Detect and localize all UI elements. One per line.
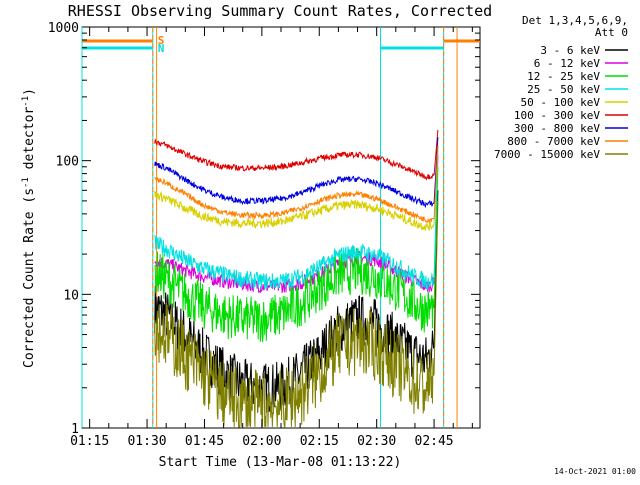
legend-label: 3 - 6 keV xyxy=(540,44,600,57)
footer-date: 14-Oct-2021 01:00 xyxy=(554,467,636,476)
x-axis: 01:15 01:30 01:45 02:00 02:15 02:30 02:45 xyxy=(70,27,473,449)
series-line xyxy=(154,200,439,429)
series-group xyxy=(154,129,439,429)
chart-title: RHESSI Observing Summary Count Rates, Co… xyxy=(68,2,492,20)
y-axis-label: Corrected Count Rate (s-1 detector-1) xyxy=(21,88,37,368)
saa-flag-label: S xyxy=(158,34,165,47)
x-axis-label: Start Time (13-Mar-08 01:13:22) xyxy=(159,455,402,470)
night-flag-label: N xyxy=(158,42,165,55)
y-axis-label-end: ) xyxy=(22,88,37,96)
y-tick-label: 1 xyxy=(71,422,79,437)
legend-header-line-1: Det 1,3,4,5,6,9, xyxy=(522,14,628,27)
x-tick-label: 01:45 xyxy=(185,434,224,449)
legend-header-line-2: Att 0 xyxy=(595,26,628,39)
y-axis-label-sup2: -1 xyxy=(21,96,31,107)
x-tick-label: 01:15 xyxy=(70,434,109,449)
y-axis-label-sup1: -1 xyxy=(21,177,31,188)
legend-label: 800 - 7000 keV xyxy=(507,135,600,148)
legend-label: 12 - 25 keV xyxy=(527,70,600,83)
series-line xyxy=(154,145,439,224)
x-tick-label: 02:00 xyxy=(242,434,281,449)
legend-label: 25 - 50 keV xyxy=(527,83,600,96)
y-axis-label-mid: detector xyxy=(22,107,37,178)
y-axis-label-main: Corrected Count Rate (s xyxy=(22,188,37,368)
series-line xyxy=(154,155,439,294)
legend-label: 300 - 800 keV xyxy=(514,122,600,135)
legend-label: 7000 - 15000 keV xyxy=(494,148,600,161)
y-axis: 1 10 100 1000 xyxy=(48,21,480,437)
series-line xyxy=(154,166,439,342)
legend-label: 6 - 12 keV xyxy=(534,57,601,70)
event-bands: SN xyxy=(81,27,480,428)
series-line xyxy=(154,129,439,181)
y-tick-label: 100 xyxy=(56,155,79,170)
series-line xyxy=(154,145,439,291)
legend-label: 50 - 100 keV xyxy=(521,96,601,109)
x-tick-label: 02:45 xyxy=(415,434,454,449)
x-tick-label: 01:30 xyxy=(127,434,166,449)
y-tick-label: 1000 xyxy=(48,21,79,36)
x-tick-label: 02:15 xyxy=(300,434,339,449)
y-tick-label: 10 xyxy=(63,288,79,303)
series-line xyxy=(154,137,439,209)
x-tick-label: 02:30 xyxy=(357,434,396,449)
series-line xyxy=(154,150,439,231)
legend-label: 100 - 300 keV xyxy=(514,109,600,122)
